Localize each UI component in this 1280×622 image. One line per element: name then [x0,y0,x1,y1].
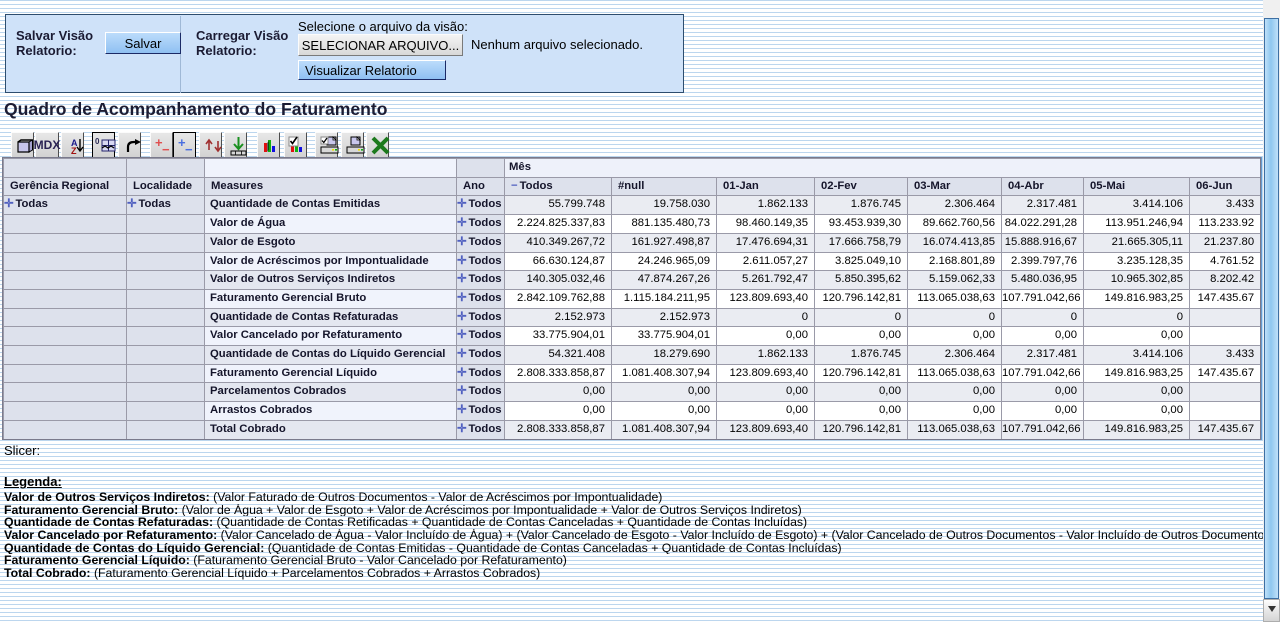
svg-text:−: − [185,142,193,157]
svg-text:Z: Z [71,146,77,156]
svg-text:0: 0 [95,137,100,146]
svg-text:−: − [162,142,170,157]
